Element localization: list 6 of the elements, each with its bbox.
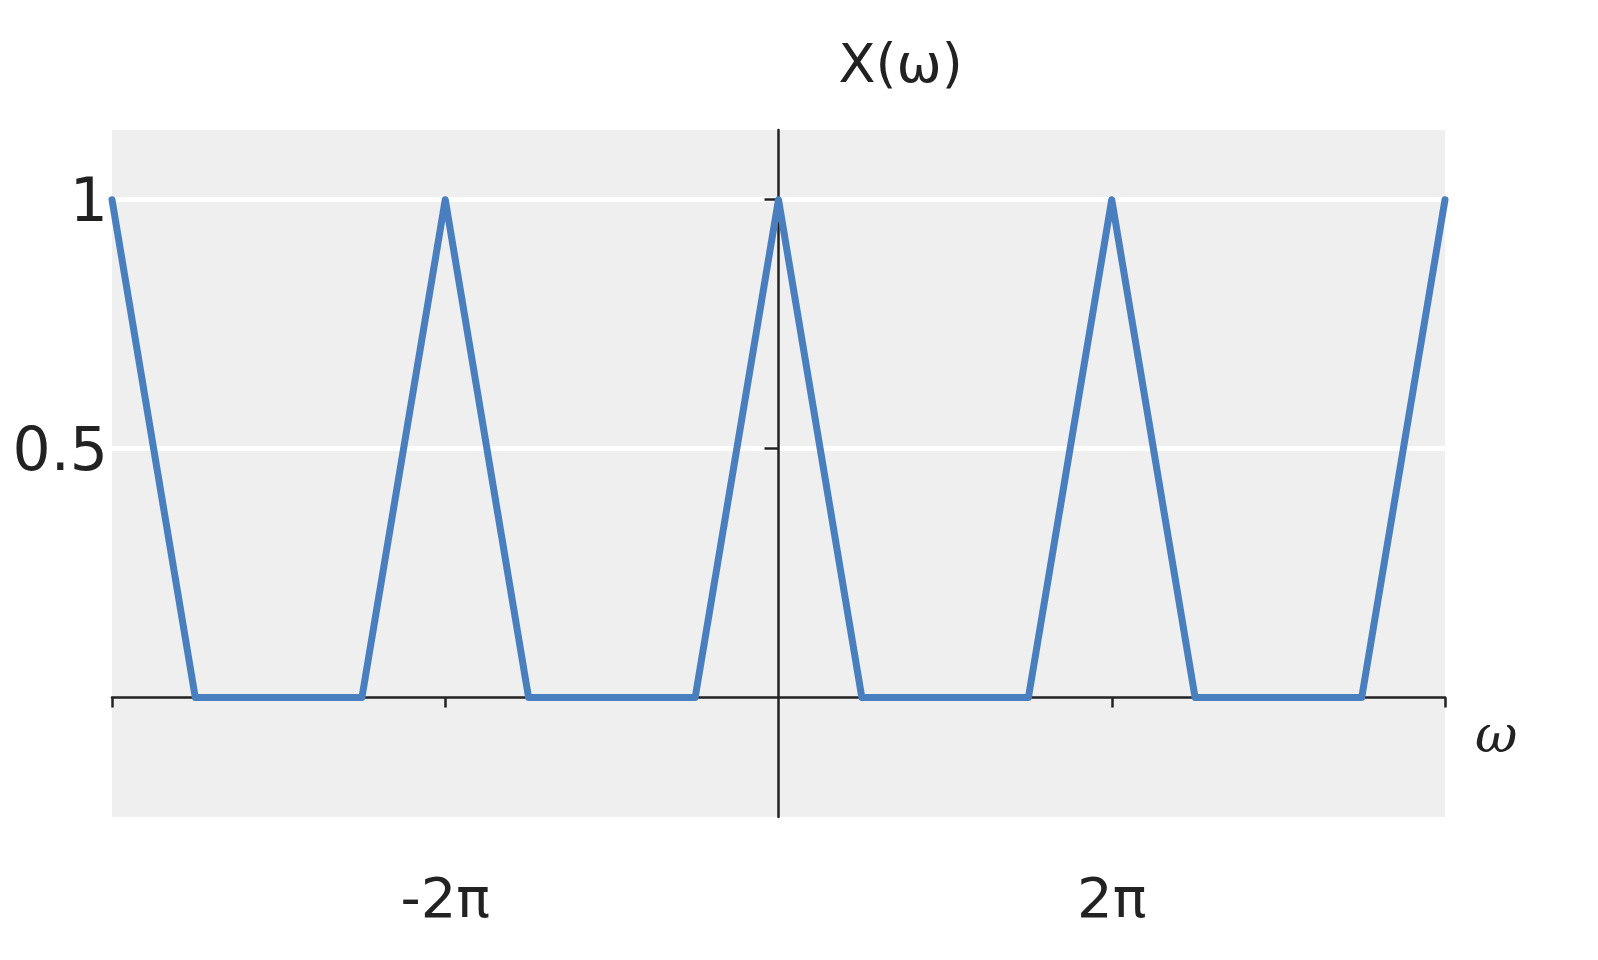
x-tick-label: -2π bbox=[400, 864, 491, 930]
y-tick-label: 0.5 bbox=[12, 413, 108, 484]
y-tick-label: 1 bbox=[69, 164, 108, 235]
y-axis-title: X(ω) bbox=[838, 31, 963, 95]
x-axis-title: ω bbox=[1475, 703, 1518, 764]
x-tick-label: 2π bbox=[1077, 864, 1147, 930]
